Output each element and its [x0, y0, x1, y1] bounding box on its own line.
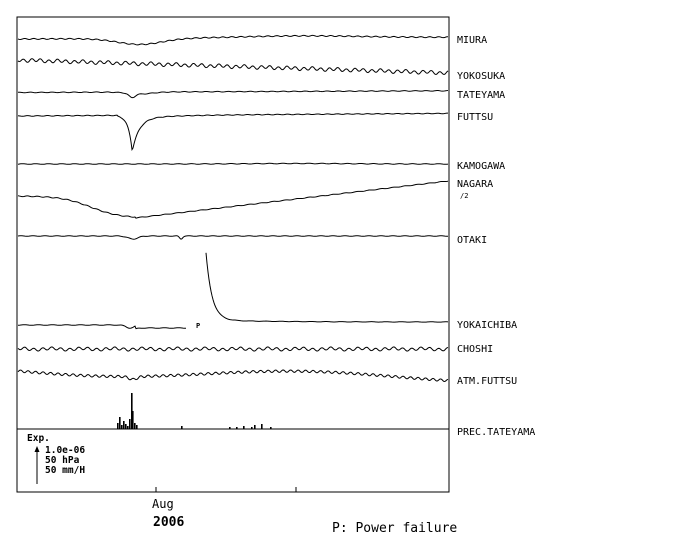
x-tick-label-aug: Aug [152, 497, 174, 511]
precip-bar [121, 425, 123, 429]
scale-title: Exp. [27, 433, 50, 444]
precipitation-bars [117, 393, 272, 429]
precip-bar [131, 393, 133, 429]
precip-bar [261, 424, 263, 429]
precip-bar [117, 423, 119, 429]
precip-bar [251, 427, 253, 429]
trace-otaki [17, 235, 449, 240]
trace-choshi [17, 346, 449, 352]
precip-bar [243, 426, 245, 429]
trace-nagara [17, 180, 449, 219]
trace-atm [17, 369, 449, 382]
station-label-miura: MIURA [457, 35, 487, 46]
station-label-yokosuka: YOKOSUKA [457, 71, 505, 82]
station-label-prec-tateyama: PREC.TATEYAMA [457, 427, 535, 438]
station-label-tateyama: TATEYAMA [457, 90, 505, 101]
x-year-label: 2006 [153, 515, 184, 530]
scale-line-pressure: 50 hPa [45, 455, 80, 466]
precip-bar [119, 417, 121, 429]
station-sublabel-nagara: /2 [460, 192, 468, 200]
precip-bar [236, 427, 238, 429]
station-label-nagara: NAGARA [457, 179, 493, 190]
station-label-otaki: OTAKI [457, 235, 487, 246]
trace-miura [17, 34, 449, 46]
plot-frame [16, 16, 450, 493]
station-label-atm-futtsu: ATM.FUTTSU [457, 376, 517, 387]
station-label-yokaichiba: YOKAICHIBA [457, 320, 517, 331]
trace-yokaichiba-a [17, 324, 186, 330]
station-label-futtsu: FUTTSU [457, 112, 493, 123]
precip-bar [134, 423, 136, 429]
trace-kamogawa [17, 162, 449, 165]
station-label-choshi: CHOSHI [457, 344, 493, 355]
scale-line-rain: 50 mm/H [45, 465, 85, 476]
trace-futtsu [17, 112, 448, 152]
precip-bar [254, 425, 256, 429]
precip-bar [123, 421, 125, 429]
station-labels: MIURA YOKOSUKA TATEYAMA FUTTSU KAMOGAWA … [457, 35, 535, 438]
scale-line-strain: 1.0e-06 [45, 445, 85, 456]
scale-arrow-head [34, 446, 40, 452]
station-label-kamogawa: KAMOGAWA [457, 161, 505, 172]
power-failure-marker: P [196, 322, 200, 330]
scale-legend: Exp. 1.0e-06 50 hPa 50 mm/H [27, 433, 85, 484]
trace-tateyama [17, 89, 449, 99]
traces-group [17, 34, 449, 382]
precip-bar [270, 427, 272, 429]
footnote-power-failure: P: Power failure [332, 521, 457, 536]
trace-yokaichiba-b [205, 252, 449, 323]
precip-bar [136, 425, 138, 429]
precip-bar [181, 426, 183, 429]
precip-bar [129, 419, 131, 429]
trace-yokosuka [17, 58, 449, 76]
precip-bar [127, 426, 129, 429]
precip-bar [132, 411, 134, 429]
precip-bar [125, 424, 127, 429]
precip-bar [229, 427, 231, 429]
